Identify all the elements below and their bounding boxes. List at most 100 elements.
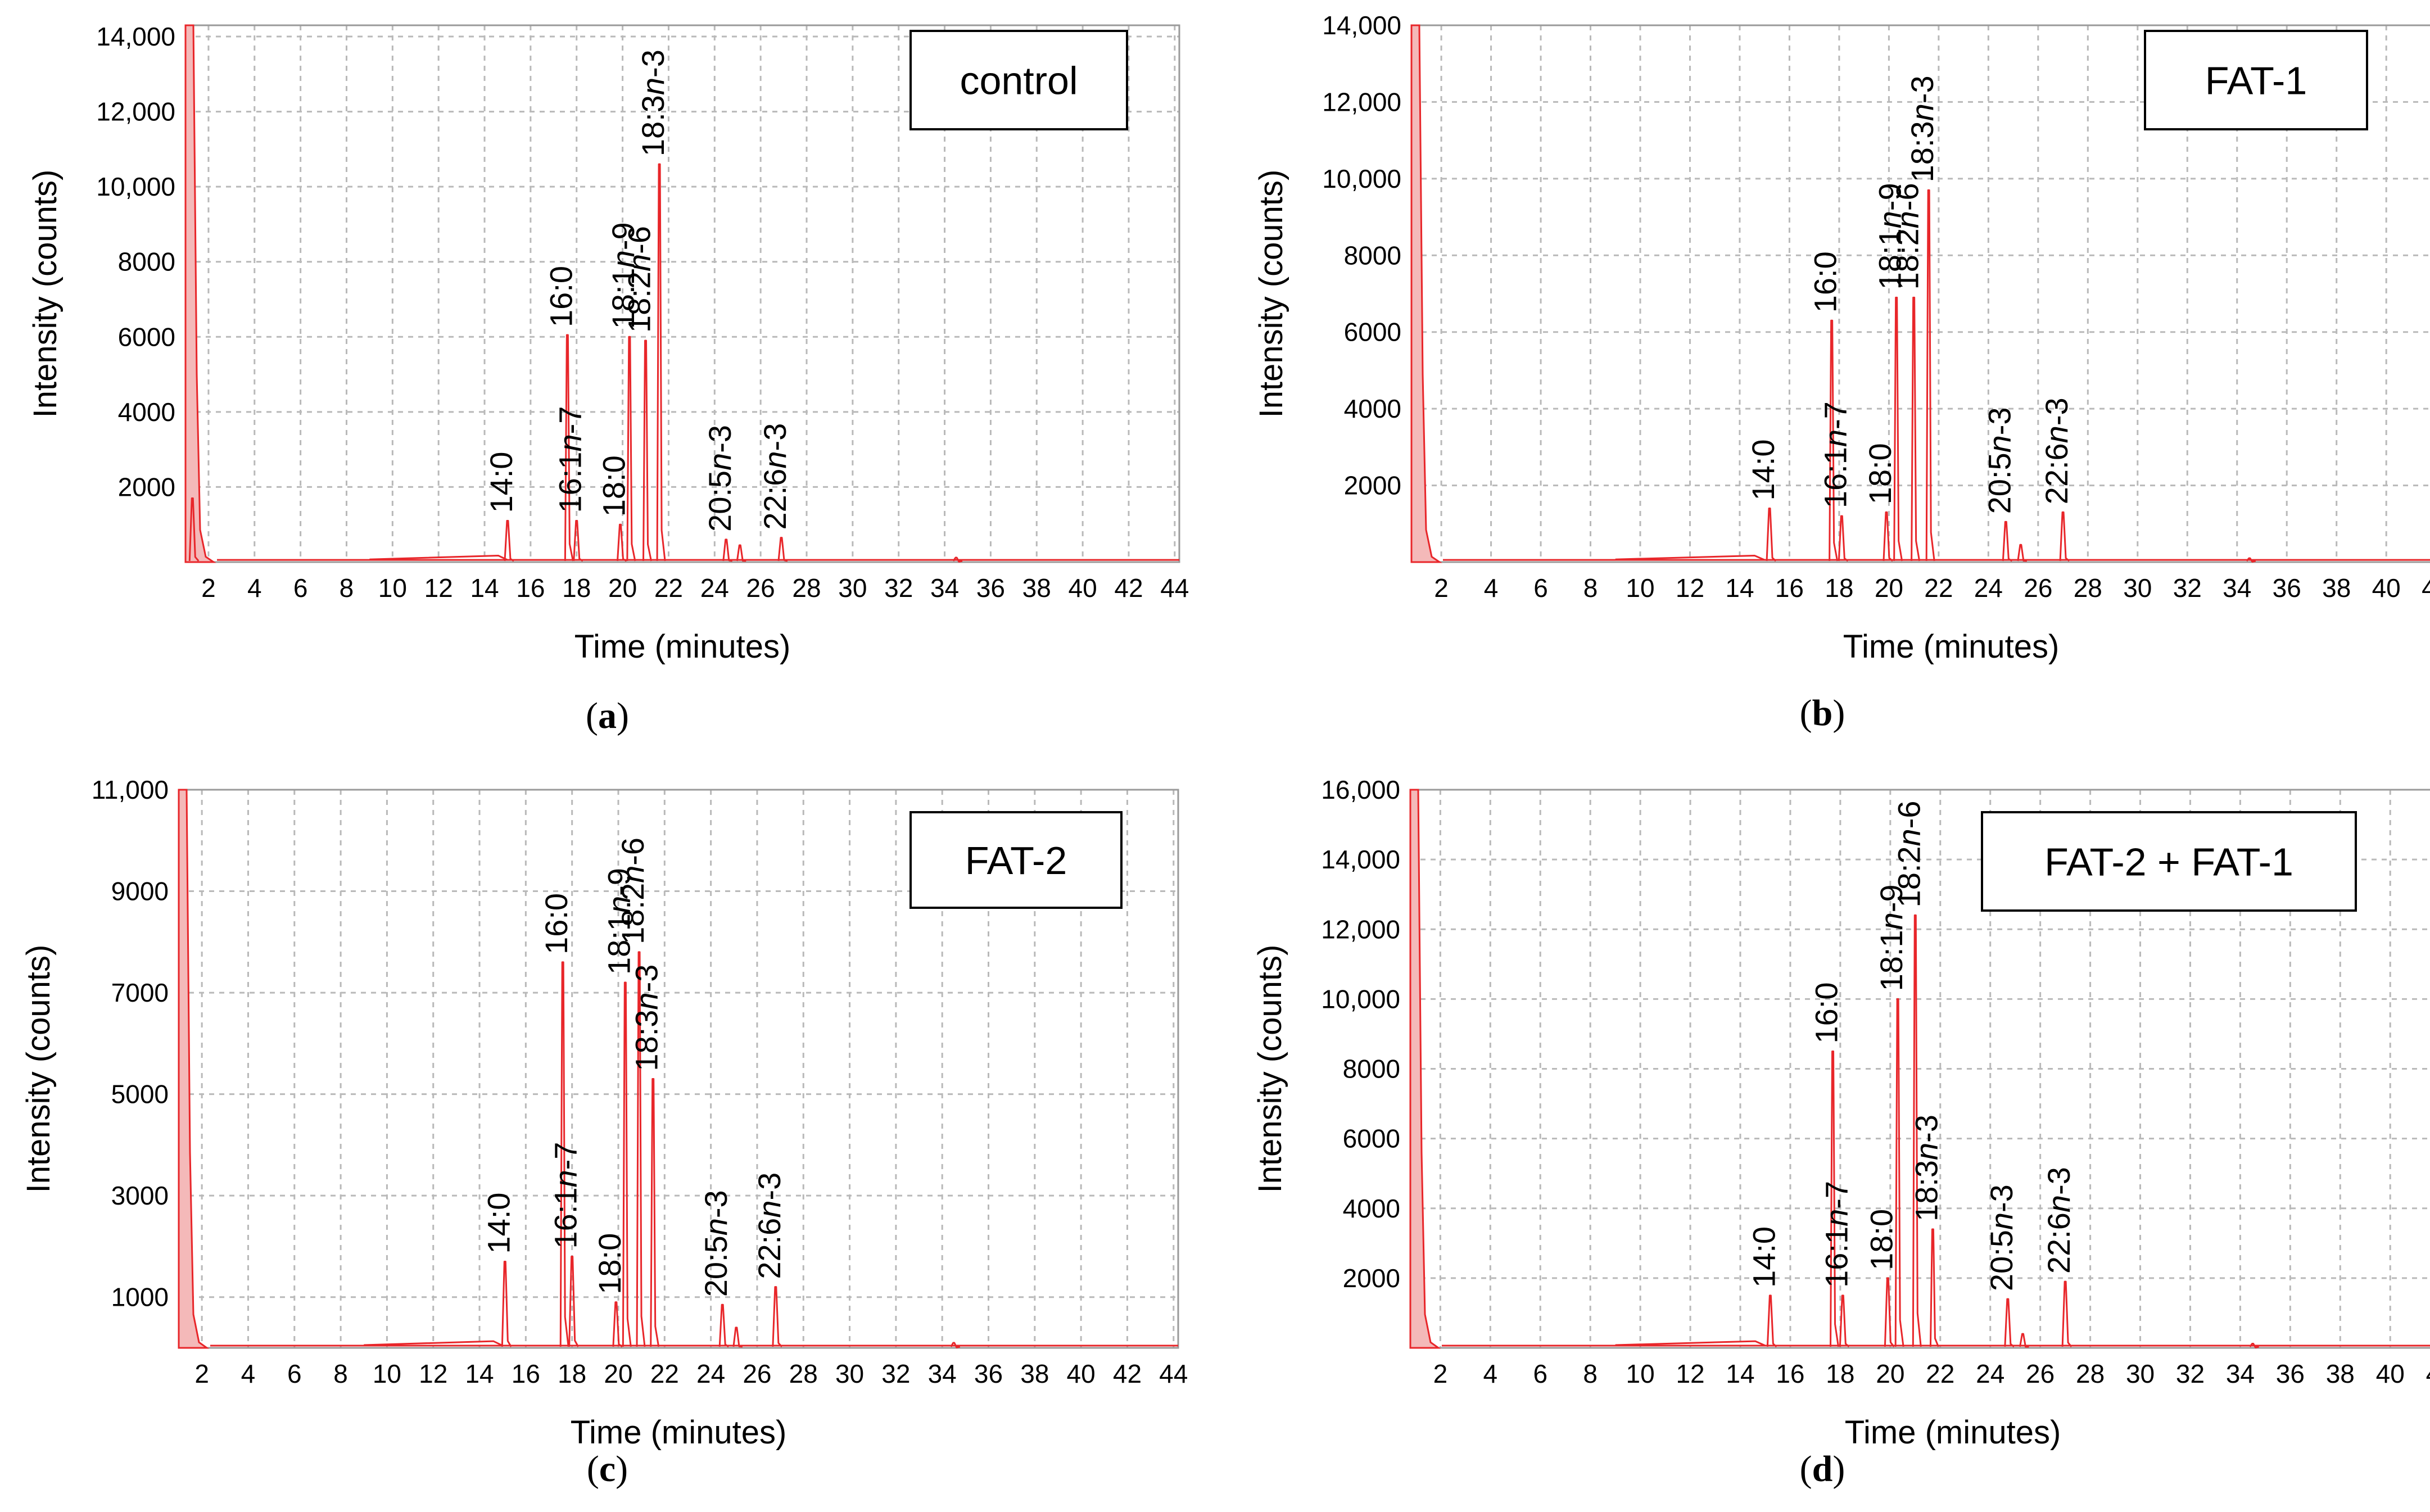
x-tick-label: 26 <box>2026 1359 2055 1388</box>
peak-16-1n-7 <box>1839 1294 1850 1348</box>
peak-18-3n-3 <box>656 163 666 562</box>
x-tick-label: 14 <box>1726 1359 1754 1388</box>
x-tick-label: 18 <box>562 573 591 603</box>
peak-label: 18:1n-9 <box>605 222 641 329</box>
peak-label: 18:1n-9 <box>601 868 636 975</box>
x-tick-label: 36 <box>2273 573 2301 603</box>
x-tick-label: 12 <box>1676 1359 1704 1388</box>
peak-16-1n-7 <box>1838 515 1849 562</box>
y-tick-label: 10,000 <box>1322 164 1401 193</box>
x-tick-label: 8 <box>333 1359 348 1388</box>
baseline-drift <box>364 1340 503 1347</box>
x-tick-label: 12 <box>424 573 453 603</box>
x-tick-label: 40 <box>2372 573 2401 603</box>
x-tick-label: 4 <box>1484 573 1499 603</box>
x-tick-label: 36 <box>976 573 1005 603</box>
x-tick-label: 14 <box>1725 573 1754 603</box>
x-tick-label: 6 <box>1533 573 1548 603</box>
x-tick-label: 10 <box>378 573 407 603</box>
peak-label: 14:0 <box>1746 1226 1781 1288</box>
y-tick-label: 2000 <box>1343 1264 1400 1293</box>
x-tick-label: 28 <box>792 573 821 603</box>
x-tick-label: 40 <box>2376 1359 2405 1388</box>
x-tick-label: 28 <box>789 1359 818 1388</box>
peak-16-0 <box>1829 319 1839 562</box>
x-tick-label: 42 <box>2426 1359 2430 1388</box>
x-tick-label: 24 <box>1976 1359 2004 1388</box>
x-tick-label: 38 <box>1022 573 1051 603</box>
x-tick-label: 2 <box>1433 1359 1448 1388</box>
x-tick-label: 4 <box>241 1359 256 1388</box>
x-tick-label: 2 <box>1434 573 1449 603</box>
x-tick-label: 4 <box>247 573 262 603</box>
x-tick-label: 26 <box>2024 573 2052 603</box>
peak-18-3n-3 <box>1925 189 1935 562</box>
legend-label: FAT-2 + FAT-1 <box>2044 840 2293 884</box>
peak-18-0 <box>1884 1277 1895 1347</box>
peak-unlabeled <box>2246 557 2256 563</box>
x-tick-label: 12 <box>1676 573 1704 603</box>
peak-22-6n-3 <box>2059 511 2070 562</box>
peak-14-0 <box>1766 1294 1777 1348</box>
peak-label: 20:5n-3 <box>702 425 737 532</box>
y-tick-label: 10,000 <box>1321 984 1400 1013</box>
chromatogram-panel-b: 2000 4000 6000 8000 10,000 12,000 14,000 2 4 6 8 10… <box>1215 0 2430 756</box>
peak-label: 16:0 <box>539 893 574 954</box>
peak-unlabeled <box>2249 1343 2259 1348</box>
x-tick-label: 8 <box>340 573 354 603</box>
y-axis-title: Intensity (counts) <box>27 170 64 418</box>
legend-label: FAT-2 <box>965 839 1067 882</box>
peak-label: 18:1n-9 <box>1874 884 1909 991</box>
x-tick-label: 42 <box>1114 573 1143 603</box>
x-tick-label: 22 <box>650 1359 679 1388</box>
legend-box <box>909 30 1128 130</box>
solvent-front-peak <box>1409 789 1441 1349</box>
y-tick-label: 8000 <box>1344 241 1401 270</box>
peak-20-5n-3 <box>718 1303 730 1348</box>
x-tick-label: 36 <box>974 1359 1003 1388</box>
peak-unlabeled <box>732 1327 743 1348</box>
x-tick-label: 8 <box>1583 573 1598 603</box>
x-tick-label: 10 <box>1626 573 1654 603</box>
peak-label: 20:5n-3 <box>1981 407 2017 514</box>
x-tick-label: 20 <box>604 1359 632 1388</box>
x-axis-title: Time (minutes) <box>1845 1414 2061 1451</box>
peak-18-3n-3 <box>650 1078 660 1347</box>
solvent-front-peak <box>1410 24 1442 563</box>
y-tick-label: 10,000 <box>96 172 175 201</box>
x-tick-label: 40 <box>1067 1359 1096 1388</box>
x-tick-label: 28 <box>2076 1359 2105 1388</box>
peak-16-0 <box>564 334 574 562</box>
x-tick-label: 26 <box>746 573 775 603</box>
x-tick-label: 34 <box>928 1359 957 1388</box>
y-tick-label: 4000 <box>1344 394 1401 423</box>
peak-18-2n-6 <box>1911 296 1921 562</box>
y-tick-label: 4000 <box>118 397 175 427</box>
x-axis-title: Time (minutes) <box>574 628 791 665</box>
x-tick-label: 38 <box>1020 1359 1049 1388</box>
x-tick-label: 32 <box>881 1359 910 1388</box>
x-tick-label: 20 <box>608 573 637 603</box>
y-tick-label: 16,000 <box>1321 775 1400 804</box>
peak-label: 14:0 <box>481 1193 516 1254</box>
peak-22-6n-3 <box>772 1286 782 1348</box>
x-tick-label: 22 <box>1926 1359 1954 1388</box>
y-tick-label: 3000 <box>111 1181 169 1210</box>
x-tick-label: 24 <box>696 1359 725 1388</box>
peak-label: 18:2n-6 <box>1890 183 1925 289</box>
legend-label: FAT-1 <box>2205 59 2307 103</box>
peak-unlabeled <box>950 1342 961 1348</box>
peak-label: 18:0 <box>1863 1209 1899 1270</box>
peak-16-0 <box>559 961 569 1347</box>
panel-caption: (d) <box>1800 1448 1845 1490</box>
x-axis-title: Time (minutes) <box>571 1414 787 1451</box>
x-tick-label: 16 <box>1775 573 1804 603</box>
x-tick-label: 6 <box>293 573 308 603</box>
peak-16-0 <box>1830 1050 1840 1347</box>
peak-unlabeled <box>736 544 746 562</box>
legend-box <box>909 811 1123 909</box>
x-tick-label: 14 <box>470 573 499 603</box>
x-axis-title: Time (minutes) <box>1843 628 2060 665</box>
peak-label: 18:2n-6 <box>1891 800 1926 907</box>
